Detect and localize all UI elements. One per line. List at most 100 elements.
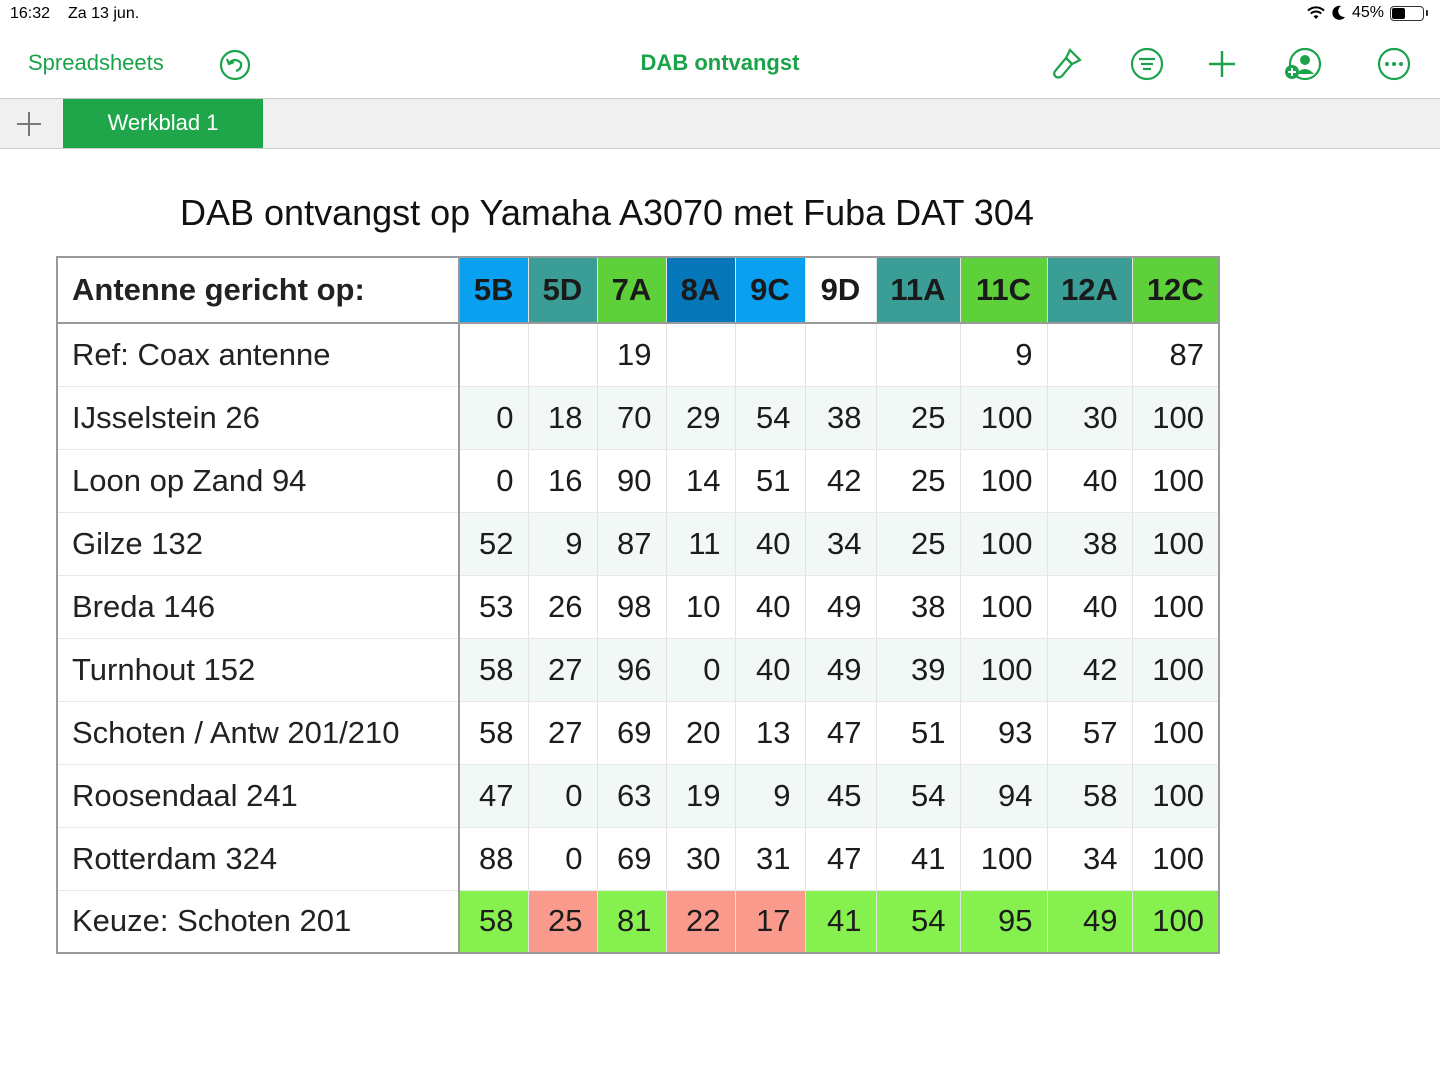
table-cell[interactable]: 100 bbox=[960, 638, 1048, 702]
table-cell[interactable]: 100 bbox=[1132, 827, 1220, 891]
table-cell[interactable]: 54 bbox=[876, 764, 961, 828]
table-cell[interactable]: 93 bbox=[960, 701, 1048, 765]
column-header-5d[interactable]: 5D bbox=[528, 257, 598, 324]
table-cell[interactable] bbox=[805, 323, 877, 387]
table-cell[interactable]: 34 bbox=[805, 512, 877, 576]
table-cell[interactable]: 58 bbox=[459, 701, 529, 765]
table-cell[interactable] bbox=[666, 323, 736, 387]
table-cell[interactable]: 19 bbox=[666, 764, 736, 828]
row-label-cell[interactable]: IJsselstein 26 bbox=[57, 386, 460, 450]
choice-cell[interactable]: 17 bbox=[735, 890, 806, 954]
table-cell[interactable]: 90 bbox=[597, 449, 667, 513]
table-cell[interactable]: 30 bbox=[1047, 386, 1133, 450]
table-cell[interactable]: 41 bbox=[876, 827, 961, 891]
table-cell[interactable]: 34 bbox=[1047, 827, 1133, 891]
table-cell[interactable]: 47 bbox=[805, 827, 877, 891]
table-cell[interactable] bbox=[876, 323, 961, 387]
table-cell[interactable] bbox=[1047, 323, 1133, 387]
table-cell[interactable]: 87 bbox=[597, 512, 667, 576]
add-sheet-icon[interactable] bbox=[14, 109, 44, 139]
table-cell[interactable]: 94 bbox=[960, 764, 1048, 828]
row-label-cell[interactable]: Roosendaal 241 bbox=[57, 764, 460, 828]
row-label-cell[interactable]: Rotterdam 324 bbox=[57, 827, 460, 891]
table-cell[interactable]: 14 bbox=[666, 449, 736, 513]
table-cell[interactable]: 98 bbox=[597, 575, 667, 639]
table-cell[interactable]: 9 bbox=[528, 512, 598, 576]
column-header-11a[interactable]: 11A bbox=[876, 257, 961, 324]
table-cell[interactable]: 69 bbox=[597, 701, 667, 765]
choice-cell[interactable]: 58 bbox=[459, 890, 529, 954]
table-cell[interactable]: 38 bbox=[1047, 512, 1133, 576]
row-label-cell[interactable]: Ref: Coax antenne bbox=[57, 323, 460, 387]
table-cell[interactable]: 96 bbox=[597, 638, 667, 702]
table-cell[interactable]: 27 bbox=[528, 701, 598, 765]
table-cell[interactable]: 39 bbox=[876, 638, 961, 702]
format-paintbrush-icon[interactable] bbox=[1050, 46, 1086, 82]
table-cell[interactable]: 9 bbox=[735, 764, 806, 828]
table-cell[interactable]: 40 bbox=[735, 638, 806, 702]
table-cell[interactable]: 51 bbox=[735, 449, 806, 513]
table-cell[interactable]: 25 bbox=[876, 449, 961, 513]
choice-cell[interactable]: 100 bbox=[1132, 890, 1220, 954]
choice-row-label[interactable]: Keuze: Schoten 201 bbox=[57, 890, 460, 954]
table-cell[interactable]: 87 bbox=[1132, 323, 1220, 387]
choice-cell[interactable]: 49 bbox=[1047, 890, 1133, 954]
table-cell[interactable] bbox=[528, 323, 598, 387]
table-cell[interactable]: 11 bbox=[666, 512, 736, 576]
table-cell[interactable]: 0 bbox=[528, 764, 598, 828]
table-cell[interactable]: 47 bbox=[459, 764, 529, 828]
row-label-cell[interactable]: Breda 146 bbox=[57, 575, 460, 639]
table-cell[interactable]: 88 bbox=[459, 827, 529, 891]
collaborate-icon[interactable] bbox=[1283, 46, 1323, 82]
table-cell[interactable]: 49 bbox=[805, 575, 877, 639]
table-cell[interactable]: 31 bbox=[735, 827, 806, 891]
table-cell[interactable]: 40 bbox=[735, 575, 806, 639]
column-header-7a[interactable]: 7A bbox=[597, 257, 667, 324]
table-cell[interactable]: 58 bbox=[1047, 764, 1133, 828]
table-cell[interactable]: 100 bbox=[960, 575, 1048, 639]
table-cell[interactable]: 27 bbox=[528, 638, 598, 702]
table-cell[interactable]: 51 bbox=[876, 701, 961, 765]
table-cell[interactable]: 100 bbox=[1132, 449, 1220, 513]
column-header-5b[interactable]: 5B bbox=[459, 257, 529, 324]
table-cell[interactable]: 0 bbox=[528, 827, 598, 891]
table-cell[interactable]: 100 bbox=[1132, 386, 1220, 450]
table-cell[interactable]: 38 bbox=[805, 386, 877, 450]
table-cell[interactable]: 100 bbox=[1132, 638, 1220, 702]
table-cell[interactable]: 54 bbox=[735, 386, 806, 450]
choice-cell[interactable]: 81 bbox=[597, 890, 667, 954]
table-cell[interactable]: 10 bbox=[666, 575, 736, 639]
table-cell[interactable]: 0 bbox=[459, 386, 529, 450]
table-cell[interactable]: 0 bbox=[666, 638, 736, 702]
table-cell[interactable]: 100 bbox=[1132, 701, 1220, 765]
table-cell[interactable]: 13 bbox=[735, 701, 806, 765]
table-cell[interactable]: 49 bbox=[805, 638, 877, 702]
choice-cell[interactable]: 41 bbox=[805, 890, 877, 954]
table-cell[interactable]: 38 bbox=[876, 575, 961, 639]
row-label-cell[interactable]: Schoten / Antw 201/210 bbox=[57, 701, 460, 765]
sheet-title[interactable]: DAB ontvangst op Yamaha A3070 met Fuba D… bbox=[180, 192, 1034, 233]
column-header-8a[interactable]: 8A bbox=[666, 257, 736, 324]
header-corner-cell[interactable]: Antenne gericht op: bbox=[57, 257, 460, 324]
table-cell[interactable]: 58 bbox=[459, 638, 529, 702]
table-cell[interactable]: 53 bbox=[459, 575, 529, 639]
table-cell[interactable]: 40 bbox=[1047, 449, 1133, 513]
table-cell[interactable]: 70 bbox=[597, 386, 667, 450]
table-cell[interactable]: 30 bbox=[666, 827, 736, 891]
table-cell[interactable]: 100 bbox=[960, 386, 1048, 450]
table-cell[interactable]: 29 bbox=[666, 386, 736, 450]
column-header-9d[interactable]: 9D bbox=[805, 257, 877, 324]
row-label-cell[interactable]: Gilze 132 bbox=[57, 512, 460, 576]
table-cell[interactable]: 42 bbox=[805, 449, 877, 513]
table-cell[interactable] bbox=[459, 323, 529, 387]
tab-werkblad-1[interactable]: Werkblad 1 bbox=[63, 99, 263, 148]
table-cell[interactable]: 100 bbox=[960, 449, 1048, 513]
column-header-11c[interactable]: 11C bbox=[960, 257, 1048, 324]
table-cell[interactable]: 100 bbox=[1132, 764, 1220, 828]
data-table[interactable]: Antenne gericht op: 5B 5D 7A 8A 9C 9D 11A 11C 12A… bbox=[56, 256, 1220, 954]
column-header-12c[interactable]: 12C bbox=[1132, 257, 1220, 324]
table-cell[interactable]: 25 bbox=[876, 386, 961, 450]
add-plus-icon[interactable] bbox=[1204, 46, 1240, 82]
column-header-12a[interactable]: 12A bbox=[1047, 257, 1133, 324]
table-cell[interactable]: 25 bbox=[876, 512, 961, 576]
